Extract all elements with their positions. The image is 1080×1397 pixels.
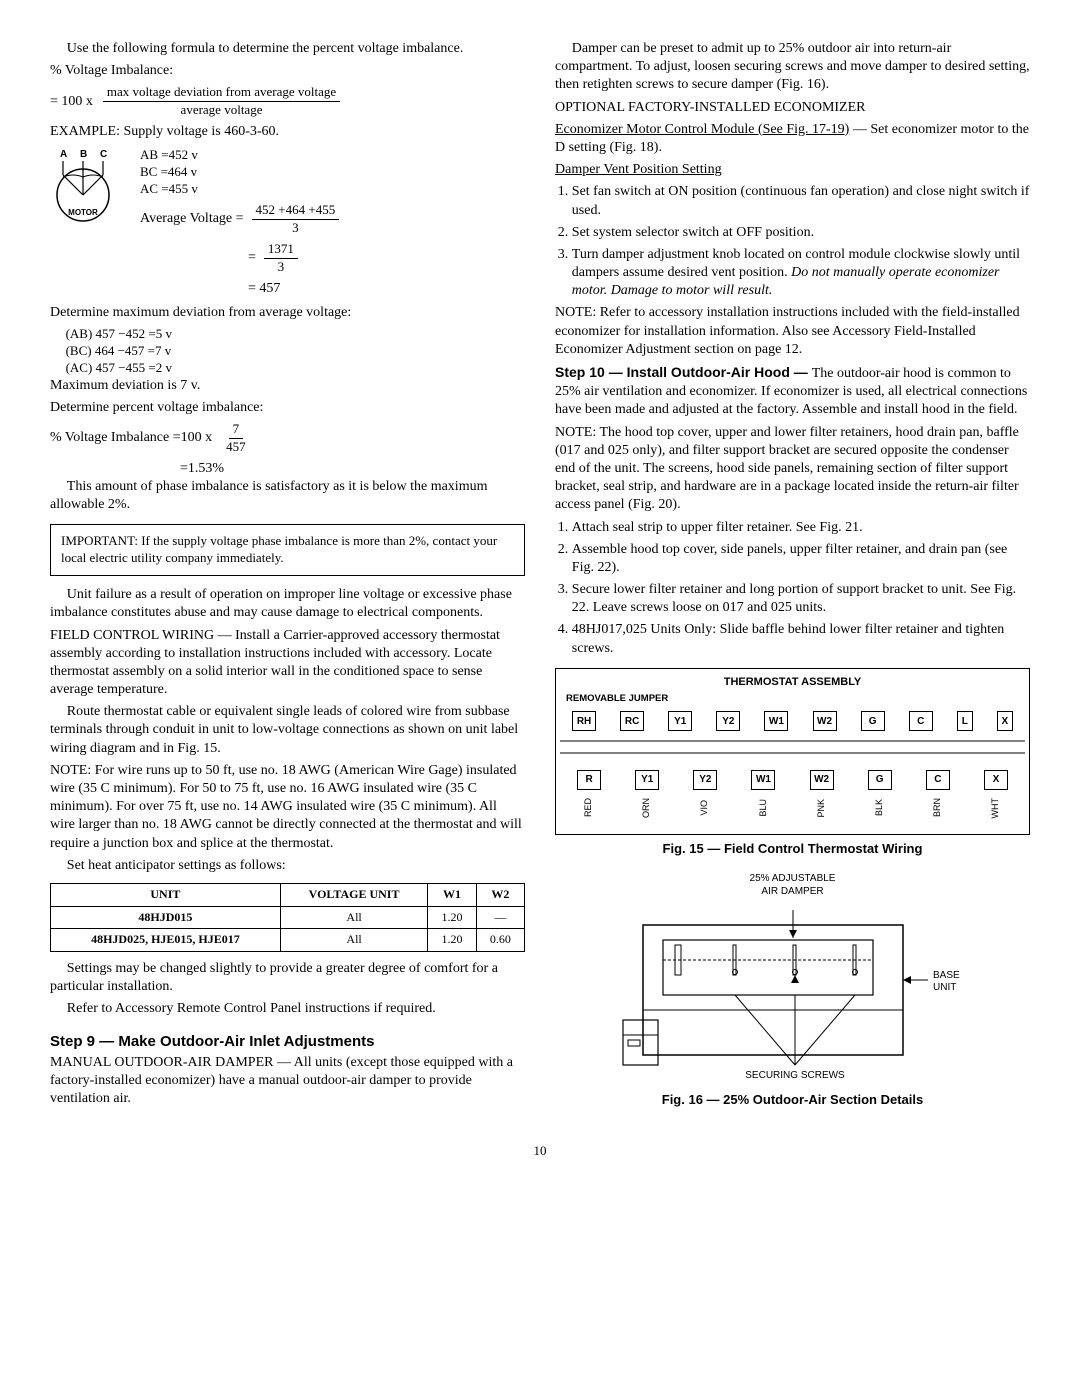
det-max: Determine maximum deviation from average… [50,304,525,322]
example-label: EXAMPLE: Supply voltage is 460-3-60. [50,123,525,141]
opt-econ-heading: OPTIONAL FACTORY-INSTALLED ECONOMIZER [555,99,1030,117]
damper-vent-list: Set fan switch at ON position (continuou… [572,183,1030,300]
svg-text:SECURING SCREWS: SECURING SCREWS [745,1070,845,1080]
motor-diagram: A B C MOTOR [50,147,120,227]
fig16-caption: Fig. 16 — 25% Outdoor-Air Section Detail… [555,1092,1030,1109]
svg-text:B: B [80,149,87,160]
page-number: 10 [50,1143,1030,1160]
svg-text:UNIT: UNIT [933,982,956,993]
pvi-calc: % Voltage Imbalance =100 x 7 457 [50,421,525,456]
svg-text:BASE: BASE [933,970,960,981]
pvi-label: % Voltage Imbalance: [50,62,525,80]
left-column: Use the following formula to determine t… [50,40,525,1123]
wire-lines [560,737,1025,757]
important-box: IMPORTANT: If the supply voltage phase i… [50,524,525,576]
intro-text: Use the following formula to determine t… [50,40,525,58]
damper-figure: 25% ADJUSTABLE AIR DAMPER [555,872,1030,1086]
thermostat-figure: THERMOSTAT ASSEMBLY REMOVABLE JUMPER RHR… [555,668,1030,835]
svg-text:MOTOR: MOTOR [68,208,98,217]
pvi-formula: = 100 x max voltage deviation from avera… [50,84,525,119]
right-column: Damper can be preset to admit up to 25% … [555,40,1030,1123]
step9-title: Step 9 — Make Outdoor-Air Inlet Adjustme… [50,1032,525,1052]
svg-text:A: A [60,149,67,160]
motor-block: A B C MOTOR AB =452 v BC =464 v AC =455 … [50,147,525,297]
settings-table: UNITVOLTAGE UNITW1W2 48HJD015All1.20—48H… [50,883,525,952]
fig15-caption: Fig. 15 — Field Control Thermostat Wirin… [555,841,1030,858]
hood-steps: Attach seal strip to upper filter retain… [572,519,1030,658]
svg-text:C: C [100,149,107,160]
